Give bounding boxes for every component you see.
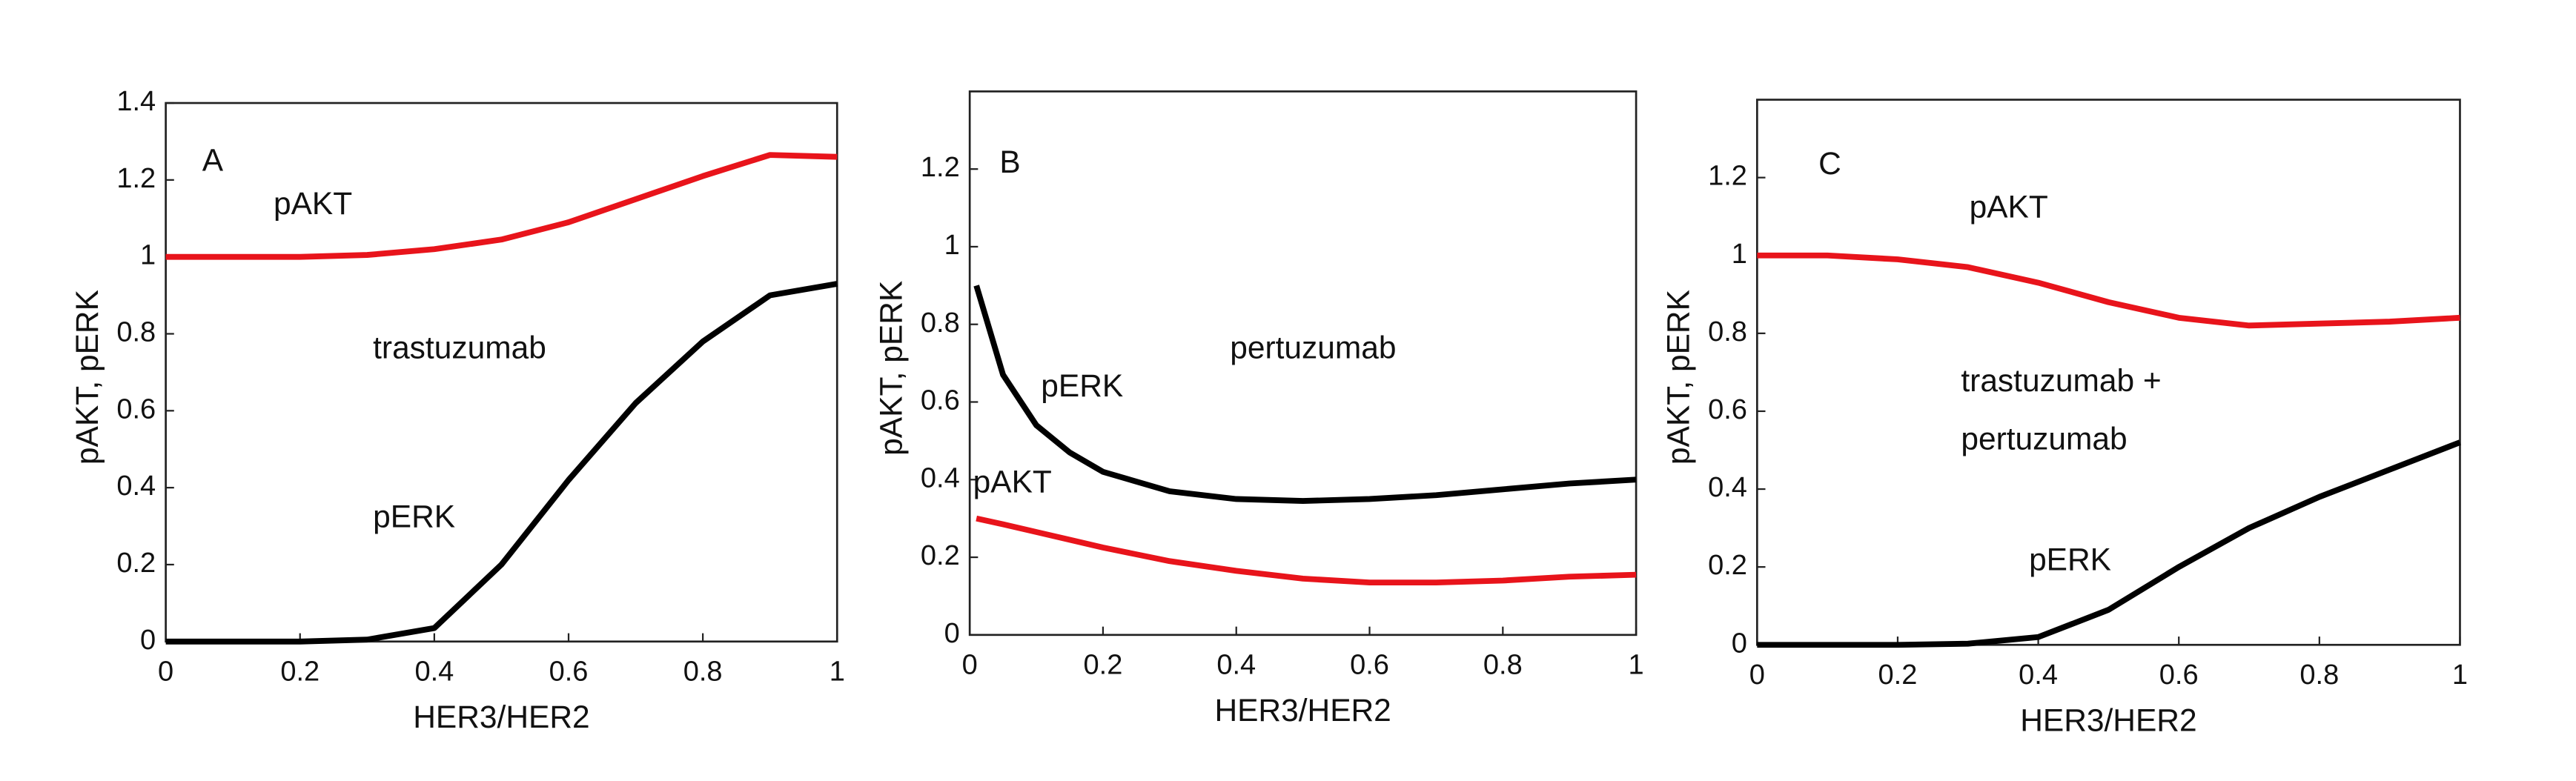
x-axis-label: HER3/HER2 (2020, 704, 2196, 739)
y-tick-label: 1.4 (116, 86, 156, 117)
y-axis-label: pAKT, pERK (70, 290, 105, 465)
y-tick-label: 0 (1732, 628, 1747, 659)
annotation: A (202, 144, 224, 179)
series-line (1757, 439, 2461, 648)
y-tick-label: 0 (140, 625, 156, 656)
y-tick-label: 0 (944, 618, 960, 649)
series-line (973, 285, 1637, 505)
y-tick-label: 1.2 (1708, 161, 1747, 192)
x-tick-label: 1 (1629, 649, 1644, 680)
plot-frame (1755, 99, 2461, 646)
y-tick-label: 0.4 (116, 471, 156, 502)
y-axis-label: pAKT, pERK (1662, 290, 1697, 465)
y-tick-label: 0.4 (921, 462, 960, 493)
x-axis-label: HER3/HER2 (1214, 694, 1391, 728)
x-tick-label: 0.8 (1483, 649, 1523, 680)
series-label: pAKT (274, 187, 352, 222)
x-tick-label: 0.8 (2299, 659, 2339, 691)
x-tick-label: 0.4 (2019, 659, 2058, 691)
x-tick-label: 0.2 (1084, 649, 1123, 680)
y-tick-label: 1 (944, 230, 960, 261)
y-axis-label: pAKT, pERK (875, 281, 910, 456)
annotation: C (1818, 147, 1841, 182)
x-tick-label: 0.4 (414, 656, 454, 687)
x-tick-label: 0.4 (1216, 649, 1256, 680)
series-line (165, 152, 838, 260)
annotation: trastuzumab + (1961, 364, 2161, 399)
x-tick-label: 0 (962, 649, 978, 680)
x-axis-label: HER3/HER2 (413, 700, 589, 735)
series-line (165, 281, 838, 645)
y-tick-label: 0.2 (116, 548, 156, 579)
x-tick-label: 0.6 (549, 656, 589, 687)
x-tick-label: 0 (1749, 659, 1765, 691)
plot-frame (165, 102, 838, 643)
y-tick-label: 0.2 (1708, 550, 1747, 581)
y-tick-label: 1.2 (921, 152, 960, 183)
y-tick-label: 1 (1732, 239, 1747, 270)
annotation: pertuzumab (1961, 422, 2127, 456)
series-label: pAKT (1970, 190, 2048, 225)
y-tick-label: 0.6 (921, 385, 960, 416)
x-tick-label: 0 (158, 656, 173, 687)
y-tick-label: 0.6 (116, 393, 156, 425)
x-tick-label: 1 (2452, 659, 2468, 691)
x-tick-label: 0.6 (1350, 649, 1389, 680)
y-tick-label: 0.2 (921, 540, 960, 571)
series-label: pERK (373, 500, 455, 535)
y-tick-label: 0.6 (1708, 394, 1747, 425)
y-tick-label: 1 (140, 240, 156, 271)
y-tick-label: 0.8 (921, 308, 960, 339)
plot-frame (968, 90, 1638, 637)
y-tick-label: 1.2 (116, 163, 156, 194)
series-label: pERK (2029, 543, 2111, 578)
annotation: trastuzumab (373, 330, 546, 365)
series-label: pAKT (973, 465, 1052, 500)
annotation: pertuzumab (1230, 330, 1396, 365)
y-tick-label: 0.8 (1708, 316, 1747, 348)
x-tick-label: 0.2 (1878, 659, 1918, 691)
x-tick-label: 1 (830, 656, 845, 687)
x-tick-label: 0.8 (683, 656, 723, 687)
annotation: B (999, 145, 1020, 180)
y-tick-label: 0.8 (116, 317, 156, 348)
series-line (1757, 252, 2460, 329)
x-tick-label: 0.6 (2159, 659, 2199, 691)
series-label: pERK (1041, 369, 1123, 404)
x-tick-label: 0.2 (280, 656, 319, 687)
y-tick-label: 0.4 (1708, 472, 1747, 503)
series-line (976, 515, 1637, 586)
